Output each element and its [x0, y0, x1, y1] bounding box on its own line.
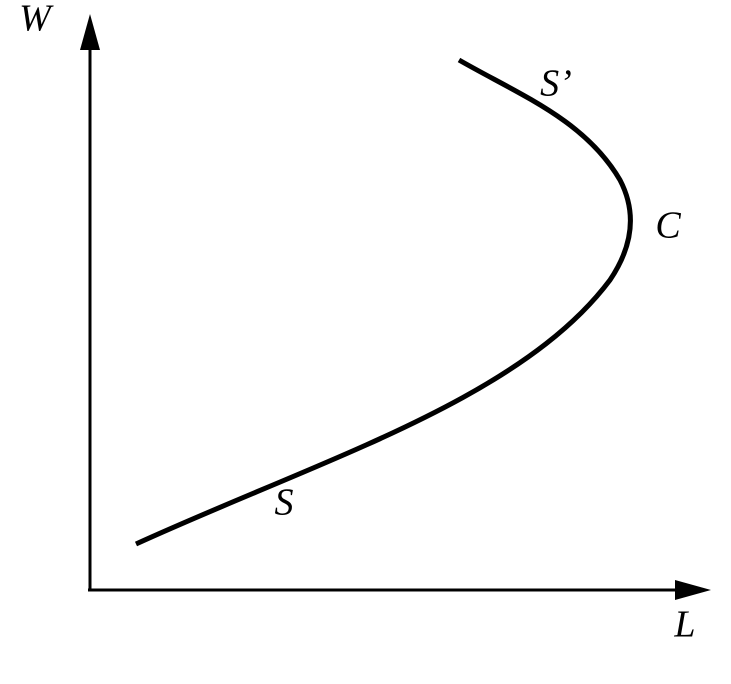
- curve-label-c: C: [655, 205, 681, 247]
- curve: [134, 57, 633, 547]
- curve-label-s: S: [275, 482, 294, 524]
- y-arrowhead: [80, 14, 100, 50]
- curve-label-s-prime: S’: [540, 63, 572, 105]
- x-arrowhead: [675, 580, 711, 600]
- y-axis-label: W: [19, 0, 54, 40]
- x-axis-label: L: [673, 604, 695, 646]
